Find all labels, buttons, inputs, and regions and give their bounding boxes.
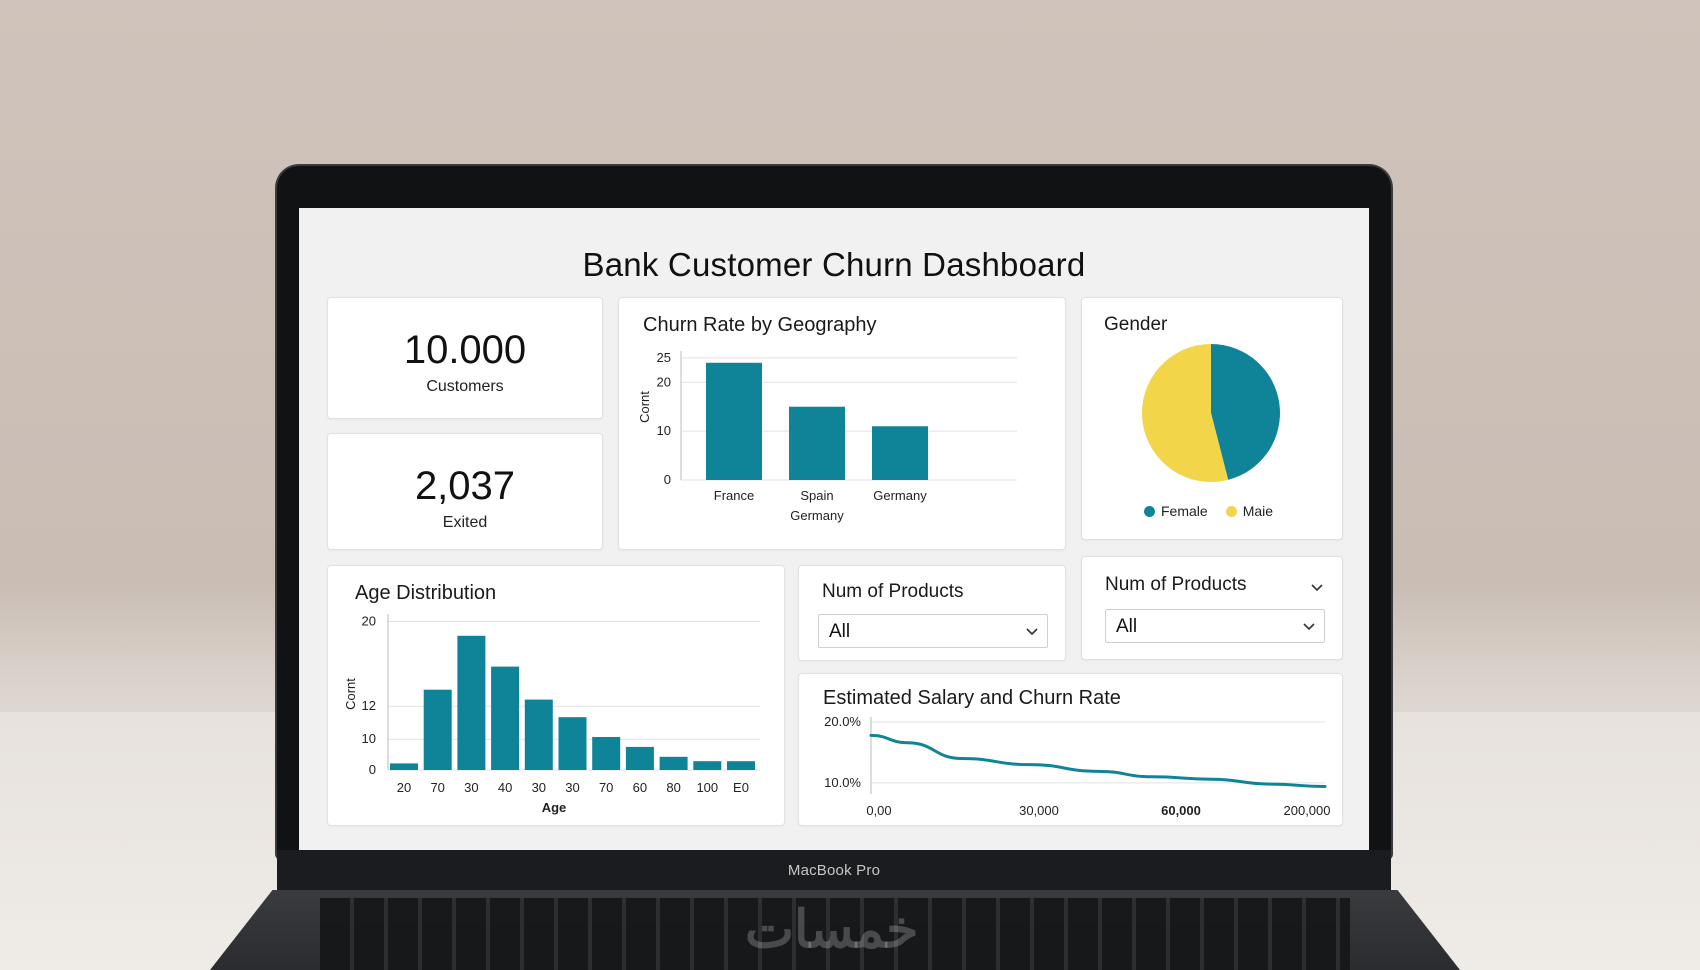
y-tick-label: 10.0% — [824, 775, 861, 790]
geography-chart-card: Churn Rate by Geography 0 10 20 25 Cornt Fran… — [618, 297, 1066, 550]
y-tick-label: 10 — [362, 731, 376, 746]
salary-chart-card: Estimated Salary and Churn Rate 20.0% 10.… — [798, 673, 1343, 826]
y-axis-title: Cornt — [343, 678, 358, 710]
bar — [491, 666, 520, 770]
x-tick-label: 80 — [666, 780, 680, 795]
kpi-card-customers: 10.000 Customers — [327, 297, 603, 419]
products-dropdown-2[interactable]: All — [1105, 609, 1325, 643]
x-tick-label: 30,000 — [1019, 803, 1059, 818]
pie-legend: Female Maie — [1144, 503, 1273, 519]
filter-title: Num of Products — [822, 581, 964, 602]
age-bar-chart: 0 10 12 20 Cornt 20 70 30 40 30 30 70 60 80 100 E0 Age — [343, 614, 760, 815]
bar — [592, 737, 621, 770]
chart-title: Churn Rate by Geography — [643, 314, 877, 336]
pie-slice — [1142, 344, 1229, 482]
y-tick-label: 20 — [362, 614, 376, 629]
y-tick-label: 10 — [657, 423, 671, 438]
legend-label: Female — [1161, 503, 1208, 519]
y-tick-label: 25 — [657, 350, 671, 365]
chart-title: Gender — [1104, 314, 1168, 335]
legend-label: Maie — [1242, 503, 1274, 519]
laptop-chin: MacBook Pro — [277, 850, 1391, 890]
keyboard — [320, 898, 1350, 970]
device-label: MacBook Pro — [787, 862, 881, 879]
x-tick-label: Germany — [873, 488, 927, 503]
x-tick-label: 20 — [397, 780, 411, 795]
series-line — [869, 733, 1327, 789]
x-tick-label: 100 — [696, 780, 718, 795]
y-tick-label: 20.0% — [824, 714, 861, 729]
dropdown-value: All — [1116, 616, 1138, 637]
salary-line-chart: 20.0% 10.0% 0,00 30,000 60,000 200,000 — [824, 714, 1331, 818]
x-tick-label: 60 — [633, 780, 647, 795]
kpi-value: 2,037 — [414, 464, 516, 508]
kpi-value: 10.000 — [403, 328, 527, 372]
kpi-label: Customers — [426, 378, 504, 395]
x-tick-label: 30 — [565, 780, 579, 795]
bar — [524, 699, 553, 770]
bar — [457, 635, 486, 770]
x-tick-label: France — [714, 488, 754, 503]
y-axis-title: Cornt — [637, 391, 652, 423]
chevron-down-icon[interactable] — [1310, 581, 1324, 595]
bar — [727, 761, 755, 770]
chart-title: Age Distribution — [355, 582, 497, 604]
x-tick-label: 60,000 — [1161, 803, 1201, 818]
x-tick-label: 40 — [498, 780, 512, 795]
chevron-down-icon — [1026, 628, 1038, 636]
bar — [390, 763, 418, 770]
kpi-card-exited: 2,037 Exited — [327, 433, 603, 550]
products-filter-card-1: Num of Products All — [798, 565, 1066, 661]
chart-title: Estimated Salary and Churn Rate — [823, 687, 1121, 709]
x-tick-label: 0,00 — [866, 803, 891, 818]
x-tick-label: 30 — [532, 780, 546, 795]
legend-item-male: Maie — [1225, 503, 1274, 519]
x-tick-label: E0 — [733, 780, 749, 795]
dashboard-title: Bank Customer Churn Dashboard — [582, 246, 1086, 283]
kpi-label: Exited — [442, 514, 488, 531]
gender-pie-chart — [1142, 344, 1280, 482]
legend-swatch — [1225, 506, 1237, 517]
x-tick-label: 200,000 — [1284, 803, 1331, 818]
legend-item-female: Female — [1144, 503, 1208, 519]
dropdown-value: All — [829, 621, 851, 642]
x-tick-label: Spain Germany — [790, 488, 844, 523]
bar — [558, 717, 587, 770]
products-dropdown-1[interactable]: All — [818, 614, 1048, 648]
bar — [706, 362, 762, 480]
y-tick-label: 0 — [369, 762, 376, 777]
y-tick-label: 0 — [664, 472, 671, 487]
filter-title: Num of Products — [1105, 574, 1247, 595]
age-chart-card: Age Distribution 0 10 12 20 Cornt 20 70 30 40 30 3… — [327, 565, 785, 826]
bar — [423, 689, 452, 770]
geography-bar-chart: 0 10 20 25 Cornt France Spain Germany Germany — [637, 350, 1017, 523]
x-tick-label: 30 — [464, 780, 478, 795]
x-tick-label: 70 — [430, 780, 444, 795]
chevron-down-icon — [1303, 623, 1315, 631]
x-tick-label: 70 — [599, 780, 613, 795]
x-axis-title: Age — [542, 800, 567, 815]
y-tick-label: 12 — [362, 698, 376, 713]
watermark: خمسات — [745, 901, 919, 959]
bar — [659, 756, 688, 770]
bar — [872, 426, 928, 480]
gender-chart-card: Gender Female Maie — [1081, 297, 1343, 540]
bar — [625, 746, 654, 770]
bar — [693, 761, 722, 770]
pie-slice — [1211, 344, 1280, 480]
legend-swatch — [1144, 506, 1155, 517]
y-tick-label: 20 — [657, 374, 671, 389]
laptop-screen: Bank Customer Churn Dashboard 10.000 Cus… — [299, 208, 1369, 850]
bar — [789, 406, 845, 480]
products-filter-card-2: Num of Products All — [1081, 556, 1343, 660]
